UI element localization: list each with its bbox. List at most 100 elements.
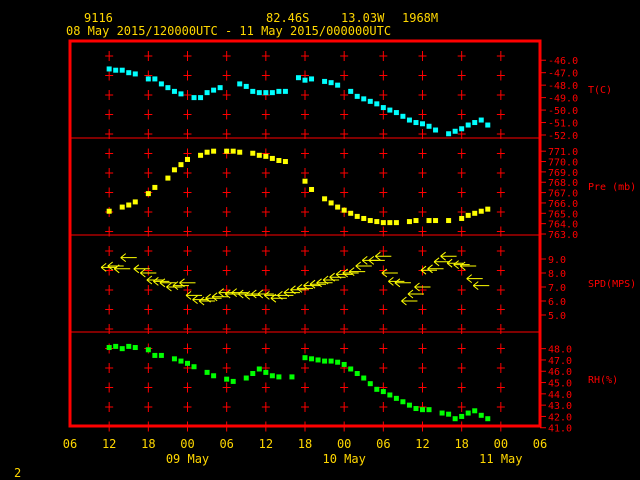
rh-point	[485, 416, 491, 422]
temp-point	[322, 78, 328, 84]
rh-point	[171, 356, 177, 362]
wind-arrow-head	[466, 274, 473, 279]
wind-arrow-head	[166, 282, 172, 288]
wind-arrow-head	[361, 256, 368, 261]
wind-arrow-head	[453, 264, 459, 269]
pressure-point	[237, 149, 243, 155]
wind-arrow	[394, 278, 411, 288]
y-tick-label: 769.0	[548, 168, 578, 179]
wind-arrow-head	[375, 255, 381, 261]
x-tick-label: 06	[219, 437, 233, 451]
wind-arrow	[113, 264, 131, 274]
pressure-point	[282, 159, 288, 165]
rh-point	[256, 366, 262, 372]
pressure-point	[263, 153, 269, 159]
temp-point	[426, 123, 432, 129]
wind-arrow-head	[283, 292, 290, 297]
temp-point	[452, 128, 458, 134]
temp-point	[413, 120, 419, 126]
vertical-tick-column	[183, 51, 192, 432]
wind-arrow-head	[237, 293, 244, 299]
temp-point	[374, 101, 380, 107]
pressure-point	[322, 196, 328, 202]
x-tick-label: 06	[63, 437, 77, 451]
wind-arrow-head	[185, 291, 192, 296]
wind-arrow-head	[224, 289, 231, 295]
wind-arrow-head	[264, 291, 270, 296]
wind-arrow-head	[401, 296, 407, 302]
wind-arrow	[375, 251, 392, 261]
pressure-point	[204, 149, 210, 155]
pressure-point	[106, 208, 112, 214]
pressure-point	[171, 167, 177, 173]
y-tick-label: -50.0	[548, 106, 578, 117]
pressure-point	[119, 204, 125, 210]
wind-arrow	[433, 257, 451, 267]
rh-point	[178, 358, 184, 364]
rh-point	[152, 352, 158, 358]
wind-arrow-head	[296, 288, 303, 293]
wind-arrow-head	[453, 260, 459, 265]
y-axis-label: RH(%)	[588, 375, 618, 386]
temp-point	[106, 66, 112, 72]
pressure-point	[406, 219, 412, 225]
wind-arrow-head	[244, 295, 251, 300]
pressure-point	[178, 162, 184, 168]
x-day-label: 09 May	[166, 452, 209, 466]
y-tick-label: 763.0	[548, 230, 578, 241]
wind-arrow-head	[113, 268, 120, 274]
wind-arrow-head	[277, 295, 283, 300]
y-tick-label: 43.0	[548, 401, 572, 412]
rh-point	[354, 371, 360, 377]
wind-arrow-head	[146, 275, 153, 281]
y-tick-label: 44.0	[548, 390, 572, 401]
temp-point	[380, 105, 386, 111]
wind-arrow	[368, 256, 385, 265]
x-tick-label: 18	[454, 437, 468, 451]
pressure-point	[367, 218, 373, 224]
rh-point	[459, 413, 465, 419]
wind-arrow-head	[113, 264, 120, 270]
temp-point	[465, 122, 471, 128]
pressure-point	[341, 207, 347, 213]
wind-arrow-head	[172, 281, 179, 286]
y-tick-label: 42.0	[548, 412, 572, 423]
wind-arrow-head	[100, 263, 107, 268]
pressure-point	[380, 220, 386, 226]
wind-arrow-head	[179, 282, 185, 288]
time-range: 08 May 2015/120000UTC - 11 May 2015/0000…	[66, 24, 392, 38]
wind-arrow-head	[335, 270, 342, 275]
wind-arrow-head	[224, 293, 231, 299]
pressure-point	[393, 220, 399, 226]
wind-arrow-head	[368, 260, 375, 265]
rh-point	[406, 402, 412, 408]
temp-point	[309, 76, 315, 82]
x-tick-label: 00	[337, 437, 351, 451]
y-tick-label: -47.0	[548, 69, 578, 80]
y-tick-label: 45.0	[548, 379, 572, 390]
wind-arrow-head	[237, 289, 244, 295]
x-tick-label: 12	[259, 437, 273, 451]
wind-arrow	[381, 268, 398, 278]
wind-arrow-head	[153, 277, 159, 282]
pressure-point	[132, 199, 138, 205]
temp-point	[165, 85, 171, 91]
temp-point	[263, 90, 269, 96]
rh-point	[348, 366, 354, 372]
wind-arrow-head	[407, 293, 414, 299]
y-tick-label: -51.0	[548, 119, 578, 130]
wind-arrow-head	[348, 267, 355, 272]
temp-point	[367, 98, 373, 104]
wind-arrow-head	[440, 255, 446, 261]
wind-arrow	[459, 261, 477, 271]
temp-point	[250, 88, 256, 94]
wind-arrow-head	[433, 257, 440, 263]
wind-arrow-head	[388, 281, 394, 286]
wind-arrow	[401, 296, 418, 306]
pressure-point	[433, 218, 439, 224]
wind-arrow	[172, 281, 189, 290]
pressure-point	[328, 200, 334, 206]
wind-arrow-head	[427, 268, 433, 274]
rh-point	[204, 369, 210, 375]
